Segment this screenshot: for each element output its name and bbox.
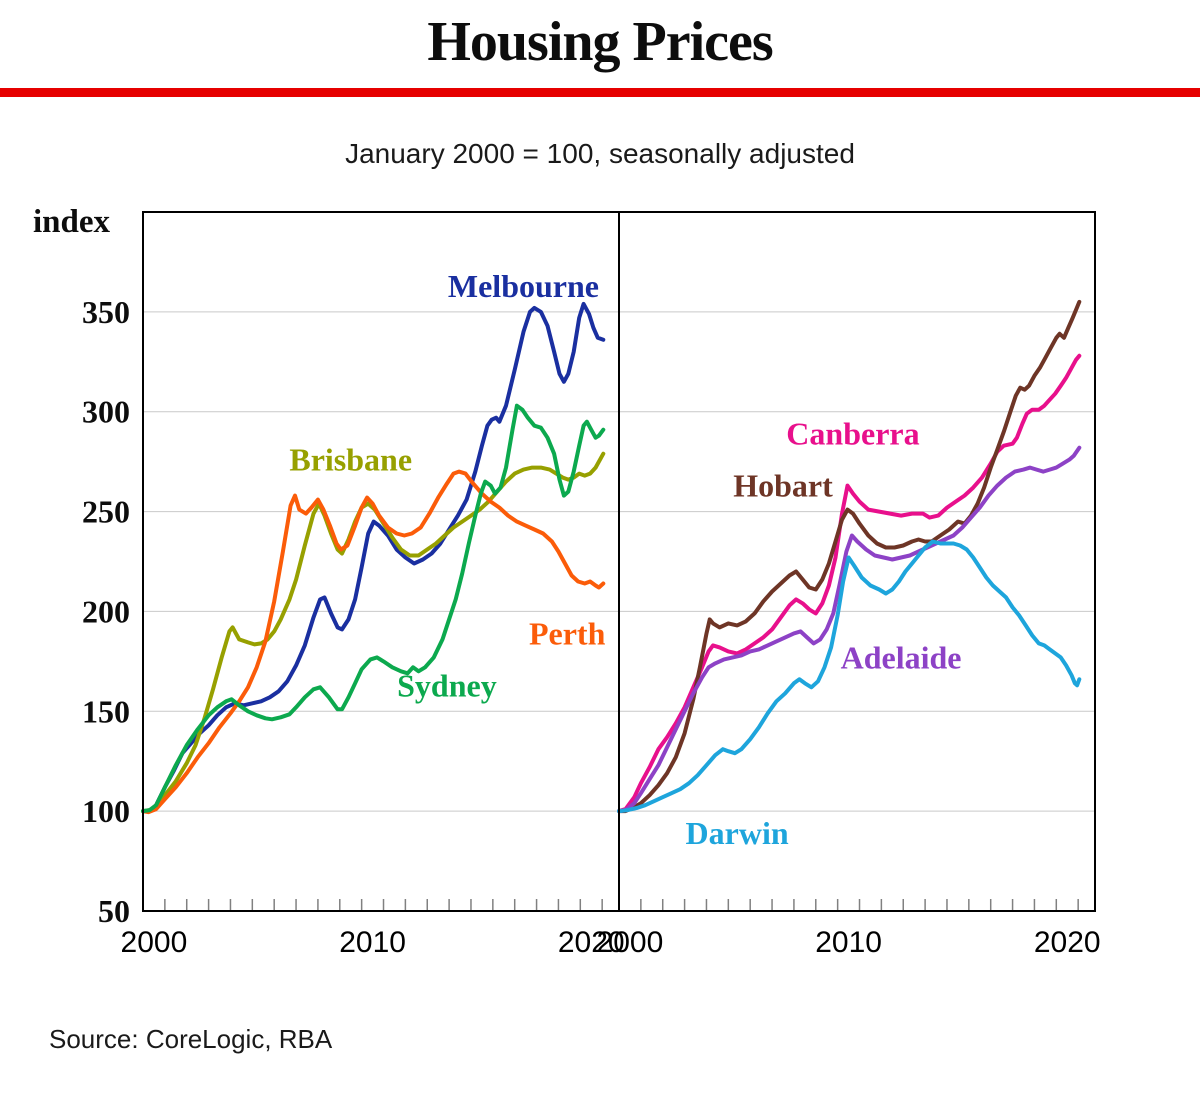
x-tick-label-left-2020: 2020	[558, 926, 625, 959]
y-tick-label-300: 300	[82, 394, 130, 430]
series-line-darwin	[617, 539, 1082, 814]
series-label-hobart: Hobart	[733, 468, 833, 504]
source-note: Source: CoreLogic, RBA	[49, 1024, 333, 1054]
series-line-melbourne	[141, 301, 606, 814]
series-label-canberra: Canberra	[786, 416, 919, 452]
y-tick-label-50: 50	[98, 893, 130, 929]
x-tick-label-right-2020: 2020	[1034, 926, 1101, 959]
series-line-adelaide	[617, 445, 1082, 814]
series-label-adelaide: Adelaide	[841, 639, 962, 675]
series-label-sydney: Sydney	[397, 667, 497, 703]
y-tick-label-150: 150	[82, 693, 130, 729]
y-axis-unit-label: index	[33, 204, 111, 240]
title-underline-rule	[0, 88, 1200, 97]
chart-subtitle: January 2000 = 100, seasonally adjusted	[345, 138, 855, 169]
series-label-perth: Perth	[529, 615, 606, 651]
y-tick-label-200: 200	[82, 593, 130, 629]
x-tick-label-right-2000: 2000	[597, 926, 664, 959]
series-line-sydney	[141, 403, 606, 814]
x-tick-label-right-2010: 2010	[815, 926, 882, 959]
x-tick-label-left-2010: 2010	[339, 926, 406, 959]
y-tick-label-350: 350	[82, 294, 130, 330]
series-line-perth	[141, 469, 606, 815]
series-label-darwin: Darwin	[686, 815, 789, 851]
series-line-hobart	[617, 299, 1082, 814]
y-tick-label-250: 250	[82, 494, 130, 530]
series-line-canberra	[617, 353, 1082, 814]
series-label-brisbane: Brisbane	[289, 442, 412, 478]
x-tick-label-left-2000: 2000	[121, 926, 188, 959]
series-label-melbourne: Melbourne	[448, 268, 599, 304]
y-tick-label-100: 100	[82, 793, 130, 829]
chart-title: Housing Prices	[427, 11, 773, 73]
